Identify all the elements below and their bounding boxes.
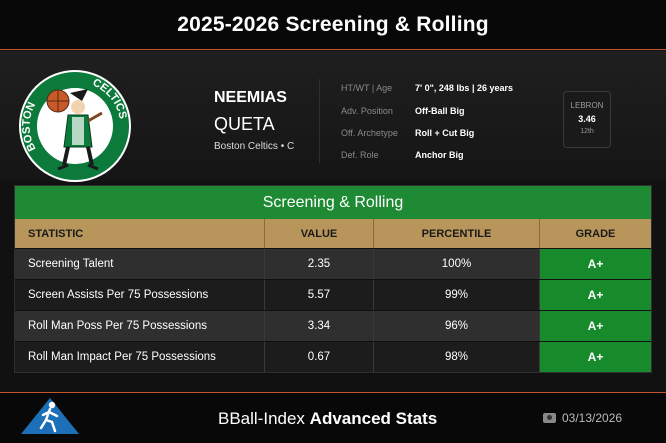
stat-name: Roll Man Impact Per 75 Possessions xyxy=(15,342,265,372)
info-value: Roll + Cut Big xyxy=(415,128,475,138)
lebron-label: LEBRON xyxy=(570,101,604,110)
player-last-name: QUETA xyxy=(214,114,275,134)
table-row: Screen Assists Per 75 Possessions 5.57 9… xyxy=(15,279,651,310)
stat-grade: A+ xyxy=(540,280,651,310)
stat-value: 0.67 xyxy=(265,342,374,372)
celtics-logo-icon: BOSTON CELTICS xyxy=(19,70,131,182)
brand-name: BBall-Index xyxy=(218,409,310,428)
stat-grade: A+ xyxy=(540,342,651,372)
stats-table: Screening & Rolling STATISTIC VALUE PERC… xyxy=(14,185,652,373)
info-value: Anchor Big xyxy=(415,150,464,160)
stat-value: 5.57 xyxy=(265,280,374,310)
profile-divider xyxy=(319,79,320,163)
stat-percentile: 98% xyxy=(374,342,540,372)
stat-percentile: 96% xyxy=(374,311,540,341)
lebron-rank: 12th xyxy=(580,128,594,135)
table-row: Roll Man Impact Per 75 Possessions 0.67 … xyxy=(15,341,651,372)
stat-grade: A+ xyxy=(540,311,651,341)
stat-name: Screen Assists Per 75 Possessions xyxy=(15,280,265,310)
bball-index-logo-icon xyxy=(21,398,79,434)
page-title: 2025-2026 Screening & Rolling xyxy=(177,12,489,36)
stat-value: 3.34 xyxy=(265,311,374,341)
player-team-position: Boston Celtics • C xyxy=(214,141,295,152)
table-row: Roll Man Poss Per 75 Possessions 3.34 96… xyxy=(15,310,651,341)
player-profile: BOSTON CELTICS NEEMIAS QUETA Boston Celt… xyxy=(0,51,666,182)
column-header-value: VALUE xyxy=(265,219,374,248)
info-key: Adv. Position xyxy=(341,106,393,116)
stat-percentile: 99% xyxy=(374,280,540,310)
table-header: STATISTIC VALUE PERCENTILE GRADE xyxy=(15,219,651,248)
table-row: Screening Talent 2.35 100% A+ xyxy=(15,248,651,279)
camera-icon xyxy=(543,413,556,423)
info-row-adv-position: Adv. Position Off-Ball Big xyxy=(341,104,465,118)
stat-name: Roll Man Poss Per 75 Possessions xyxy=(15,311,265,341)
player-first-name: NEEMIAS xyxy=(214,89,287,106)
brand-tagline: Advanced Stats xyxy=(309,409,438,428)
info-value: 7' 0", 248 lbs | 26 years xyxy=(415,83,513,93)
info-row-def-role: Def. Role Anchor Big xyxy=(341,148,464,162)
column-header-grade: GRADE xyxy=(575,227,616,240)
footer-date-text: 03/13/2026 xyxy=(562,411,623,425)
stat-percentile: 100% xyxy=(374,249,540,279)
svg-text:BOSTON: BOSTON xyxy=(20,100,38,153)
stat-grade: A+ xyxy=(540,249,651,279)
stat-value: 2.35 xyxy=(265,249,374,279)
lebron-value: 3.46 xyxy=(578,114,596,124)
info-value: Off-Ball Big xyxy=(415,106,465,116)
info-row-height-weight-age: HT/WT | Age 7' 0", 248 lbs | 26 years xyxy=(341,81,513,95)
page-footer: BBall-Index Advanced Stats 03/13/2026 xyxy=(0,392,666,443)
footer-brand: BBall-Index Advanced Stats xyxy=(218,409,437,429)
info-key: HT/WT | Age xyxy=(341,83,393,93)
info-row-off-archetype: Off. Archetype Roll + Cut Big xyxy=(341,126,474,140)
stat-name: Screening Talent xyxy=(15,249,265,279)
column-header-statistic: STATISTIC xyxy=(15,219,265,248)
lebron-badge: LEBRON 3.46 12th xyxy=(563,91,611,148)
footer-date: 03/13/2026 xyxy=(543,411,622,425)
info-key: Off. Archetype xyxy=(341,128,398,138)
page-header: 2025-2026 Screening & Rolling xyxy=(0,0,666,50)
table-title: Screening & Rolling xyxy=(15,186,651,219)
column-header-percentile: PERCENTILE xyxy=(374,219,540,248)
info-key: Def. Role xyxy=(341,150,379,160)
